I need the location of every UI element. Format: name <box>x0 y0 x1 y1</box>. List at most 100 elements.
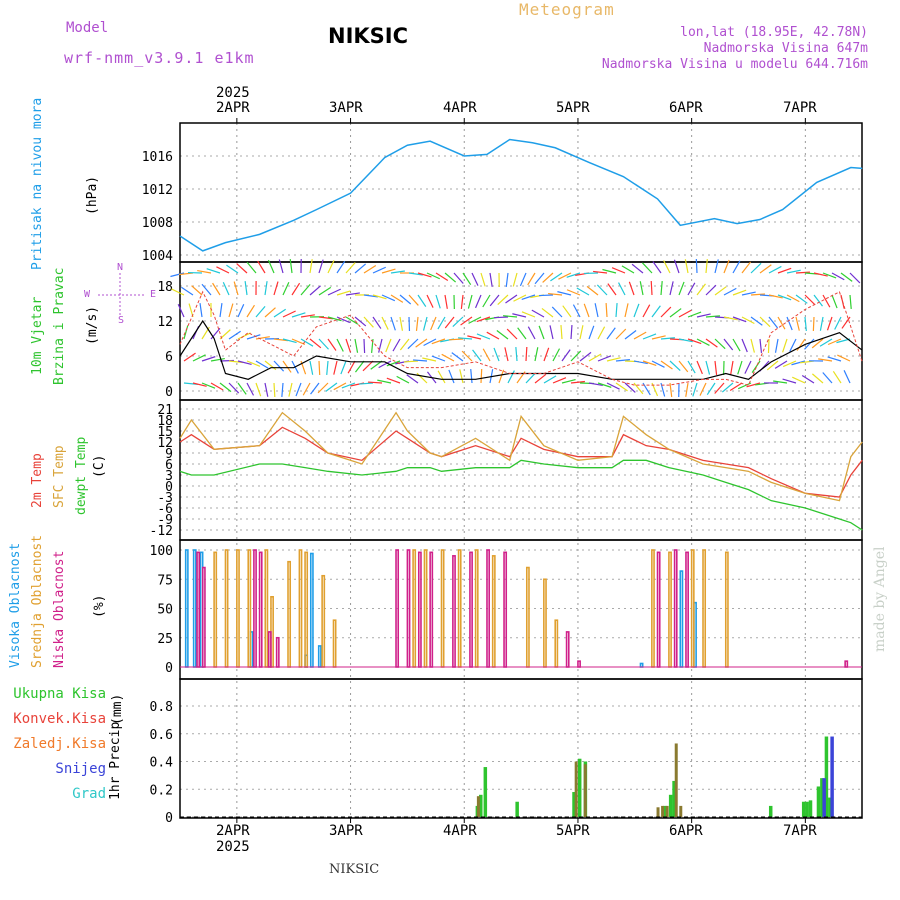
wind-arrow <box>566 272 581 278</box>
wind-arrow <box>273 338 288 342</box>
precip-bar-ukupna <box>820 778 824 817</box>
wind-arrow <box>226 264 239 274</box>
precip-bar-ukupna <box>828 797 832 817</box>
cloud-bar-visoka <box>679 570 684 668</box>
wind-arrow <box>390 316 396 331</box>
wind-arrow <box>714 259 719 274</box>
wind-arrow <box>741 338 748 353</box>
cloud-bar-srednja <box>690 549 695 668</box>
wind-arrow <box>340 360 347 375</box>
wind-arrow <box>171 288 185 296</box>
wind-arrow <box>422 316 428 331</box>
wind-arrow <box>345 262 356 274</box>
wind-arrow <box>489 294 500 307</box>
wind-arrow <box>534 272 545 285</box>
wind-arrow <box>562 305 572 318</box>
wind-arrow <box>669 281 674 296</box>
wind-arrow <box>255 336 270 340</box>
cloud-bar-srednja <box>332 619 337 668</box>
wind-arrow <box>318 360 321 376</box>
wind-arrow <box>811 373 824 384</box>
wind-arrow <box>804 316 807 331</box>
wind-arrow <box>506 328 518 340</box>
wind-arrow <box>669 308 682 318</box>
precip-bar-konvek <box>574 761 578 817</box>
cloud-bar-srednja <box>440 549 445 668</box>
wind-arrow <box>201 356 216 362</box>
wind-arrow <box>482 294 491 308</box>
wind-arrow <box>548 292 563 296</box>
wind-arrow <box>687 338 702 345</box>
y-tick-label: 100 <box>150 544 173 559</box>
wind-arrow <box>435 294 441 309</box>
y-tick-label: 1008 <box>142 216 173 231</box>
wind-arrow <box>621 265 635 274</box>
x-top-tick: 7APR <box>783 100 817 116</box>
wind-arrow <box>507 370 515 384</box>
wind-arrow <box>273 360 285 372</box>
wind-arrow <box>777 267 792 274</box>
wind-arrow <box>782 378 797 384</box>
cloud-bar-niska <box>486 549 490 668</box>
pressure-line <box>179 138 863 252</box>
cloud-bar-visoka <box>192 549 197 668</box>
wind-arrow <box>236 263 248 274</box>
wind-arrow <box>467 335 482 340</box>
wind-arrow <box>692 382 698 397</box>
wind-arrow <box>197 270 212 274</box>
wind-arrow <box>278 259 284 274</box>
wind-arrow <box>246 261 257 274</box>
model-label: Model <box>66 20 109 36</box>
x-top-tick: 3APR <box>329 100 363 116</box>
wind-arrow <box>362 360 374 372</box>
precip-bar-ukupna <box>816 786 821 817</box>
wind-arrow <box>480 368 483 384</box>
wind-arrow <box>444 272 457 283</box>
wind-arrow <box>583 303 590 318</box>
wind-arrow <box>318 338 329 350</box>
wind-arrow <box>505 294 518 304</box>
wind-arrow <box>282 360 292 373</box>
wind-arrow <box>273 281 279 296</box>
wind-arrow <box>201 283 212 296</box>
compass-e: E <box>150 289 157 300</box>
wind-arrow <box>811 338 824 349</box>
cloud-bar-srednja <box>457 549 462 668</box>
wind-arrow <box>642 360 657 367</box>
wind-arrow <box>527 326 536 340</box>
wind-arrow <box>570 350 582 362</box>
wind-arrow <box>381 294 396 302</box>
cloud-bar-srednja <box>224 549 229 668</box>
wind-arrow <box>561 349 571 362</box>
wind-arrow <box>310 382 320 395</box>
wind-arrow <box>741 261 752 274</box>
wind-arrow <box>246 334 261 340</box>
y-tick-label: 0.2 <box>150 783 173 798</box>
wind-arrow <box>354 316 367 327</box>
wind-arrow <box>801 374 815 384</box>
wind-arrow <box>723 287 737 296</box>
lonlat-label: lon,lat (18.95E, 42.78N) <box>680 25 868 40</box>
precip-bar-ukupna <box>479 794 483 817</box>
wind-arrow <box>358 382 374 385</box>
wind-arrow <box>385 338 392 353</box>
y-tick-label: 9 <box>165 447 173 462</box>
wind-arrow <box>212 282 221 296</box>
wind-arrow <box>170 272 185 278</box>
station-title: NIKSIC <box>328 24 409 48</box>
wind-arrow <box>461 350 473 362</box>
wind-arrow <box>746 382 761 388</box>
wind-arrow <box>795 316 800 331</box>
wind-arrow <box>624 330 637 340</box>
precip-bar-snijeg <box>830 736 834 817</box>
wind-arrow <box>267 259 275 274</box>
wind-arrow <box>593 270 608 274</box>
wind-arrow <box>363 264 377 274</box>
wind-arrow <box>678 360 689 373</box>
x-bottom-tick: 2APR <box>216 823 250 839</box>
cloud-bar-niska <box>253 549 257 668</box>
y-tick-label: 0 <box>165 480 173 495</box>
wind-arrow <box>819 338 833 347</box>
wind-arrow <box>795 294 808 304</box>
wind-arrow <box>378 360 392 369</box>
